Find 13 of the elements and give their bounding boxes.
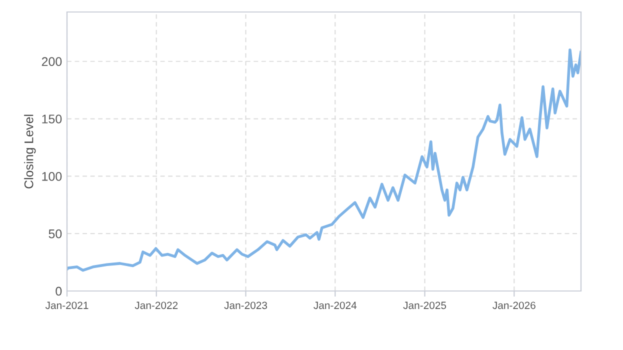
x-tick-label: Jan-2025 bbox=[403, 302, 446, 310]
x-tick-label: Jan-2022 bbox=[134, 302, 178, 310]
y-tick-label: 0 bbox=[56, 286, 62, 296]
x-tick-label: Jan-2021 bbox=[45, 302, 88, 310]
x-tick-label: Jan-2024 bbox=[314, 302, 357, 310]
y-tick-label: 150 bbox=[42, 114, 62, 124]
y-tick-label: 50 bbox=[48, 229, 62, 238]
line-series bbox=[67, 48, 581, 272]
x-tick-label: Jan-2026 bbox=[492, 302, 536, 310]
y-tick-label: 200 bbox=[42, 57, 62, 66]
y-axis-title: Closing Level bbox=[24, 114, 36, 188]
y-tick-label: 100 bbox=[42, 172, 62, 181]
x-tick-label: Jan-2023 bbox=[224, 302, 268, 310]
